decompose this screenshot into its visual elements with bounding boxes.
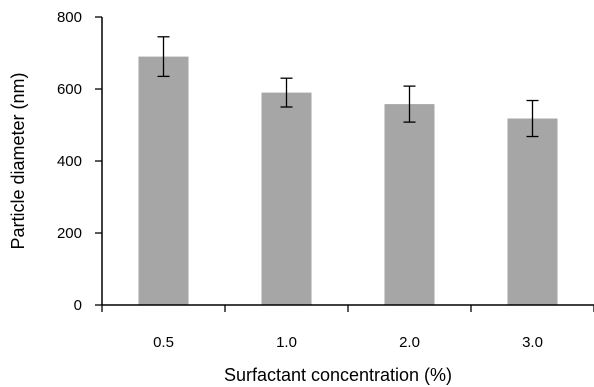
bar xyxy=(261,92,312,305)
bar xyxy=(507,118,558,305)
y-tick-label: 200 xyxy=(57,225,82,242)
bar xyxy=(384,104,435,305)
x-tick-label: 3.0 xyxy=(522,334,543,351)
x-axis-title: Surfactant concentration (%) xyxy=(224,365,452,385)
y-tick-label: 800 xyxy=(57,9,82,26)
x-tick-label: 1.0 xyxy=(276,334,297,351)
plot-area: 0.5 1.0 2.0 3.0 0 200 400 600 800 xyxy=(57,9,594,351)
y-tick-label: 600 xyxy=(57,81,82,98)
x-tick-label: 0.5 xyxy=(153,334,174,351)
x-tick-label: 2.0 xyxy=(399,334,420,351)
y-tick-label: 400 xyxy=(57,153,82,170)
bar xyxy=(138,56,189,305)
y-tick-label: 0 xyxy=(74,297,82,314)
y-axis-title: Particle diameter (nm) xyxy=(8,72,28,249)
